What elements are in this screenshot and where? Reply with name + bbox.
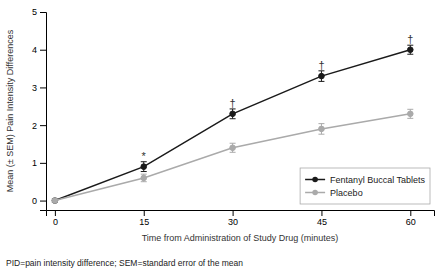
error-bar: [407, 45, 413, 54]
point: [52, 198, 58, 204]
y-tick: 2: [32, 121, 46, 131]
legend-frame: [300, 168, 430, 204]
y-tick: 5: [32, 7, 46, 17]
x-tick: 0: [53, 210, 58, 227]
error-bar: [230, 109, 236, 119]
legend-item: Placebo: [305, 188, 363, 198]
x-tick: 15: [139, 210, 149, 227]
x-tick-mark: [144, 210, 145, 216]
x-tick: 45: [317, 210, 327, 227]
error-bar: [318, 124, 324, 135]
y-tick: 1: [32, 158, 46, 168]
legend-label: Placebo: [330, 188, 363, 198]
x-tick: 60: [406, 210, 416, 227]
y-tick-label: 2: [32, 121, 37, 131]
legend: Fentanyl Buccal Tablets Placebo: [300, 168, 430, 204]
point: [319, 73, 325, 79]
x-tick-mark: [233, 210, 234, 216]
y-tick-mark: [40, 201, 46, 202]
annotation: †: [318, 59, 324, 71]
y-tick-label: 5: [32, 7, 37, 17]
x-tick-label: 30: [228, 217, 238, 227]
point: [230, 145, 236, 151]
point: [141, 175, 147, 181]
series: [52, 109, 413, 203]
annotation: †: [407, 33, 413, 45]
error-bar: [407, 109, 413, 118]
x-tick-mark: [410, 210, 411, 216]
point: [52, 198, 58, 204]
y-axis-line: [40, 13, 47, 211]
legend-label: Fentanyl Buccal Tablets: [330, 175, 425, 185]
y-tick-label: 3: [32, 83, 37, 93]
y-tick-mark: [40, 12, 46, 13]
chart: 015304560012345Time from Administration …: [0, 0, 448, 272]
legend-item: Fentanyl Buccal Tablets: [305, 175, 425, 185]
x-axis-line: [47, 211, 435, 217]
point: [408, 47, 414, 53]
y-tick-label: 4: [32, 45, 37, 55]
point: [230, 111, 236, 117]
point: [408, 111, 414, 117]
x-axis: 0 15 30 45 60: [47, 210, 435, 227]
point: [141, 164, 147, 170]
x-tick-label: 0: [53, 217, 58, 227]
y-tick: 0: [32, 196, 46, 206]
x-tick-mark: [55, 210, 56, 216]
footnote: PID=pain intensity difference; SEM=stand…: [6, 258, 243, 268]
error-bar: [230, 143, 236, 152]
annotations: * † † †: [142, 33, 414, 162]
y-tick-mark: [40, 50, 46, 51]
y-tick-mark: [40, 163, 46, 164]
x-tick-label: 45: [317, 217, 327, 227]
y-tick: 4: [32, 45, 46, 55]
y-axis-title: Mean (± SEM) Pain Intensity Differences: [5, 29, 15, 192]
annotation: †: [230, 97, 236, 109]
legend-marker: [312, 177, 318, 183]
x-tick: 30: [228, 210, 238, 227]
y-axis: 0 1 2 3 4 5: [32, 7, 47, 210]
y-tick-label: 0: [32, 196, 37, 206]
x-tick-label: 60: [406, 217, 416, 227]
y-tick-mark: [40, 87, 46, 88]
series-line: [55, 114, 410, 201]
legend-marker: [312, 190, 318, 196]
error-bar: [318, 71, 324, 82]
point: [319, 126, 325, 132]
y-tick: 3: [32, 83, 46, 93]
x-axis-title: Time from Administration of Study Drug (…: [142, 233, 339, 243]
y-tick-label: 1: [32, 158, 37, 168]
annotation: *: [142, 150, 147, 162]
y-tick-mark: [40, 125, 46, 126]
x-tick-label: 15: [139, 217, 149, 227]
error-bar: [141, 174, 147, 182]
x-tick-mark: [321, 210, 322, 216]
error-bar: [141, 162, 147, 172]
